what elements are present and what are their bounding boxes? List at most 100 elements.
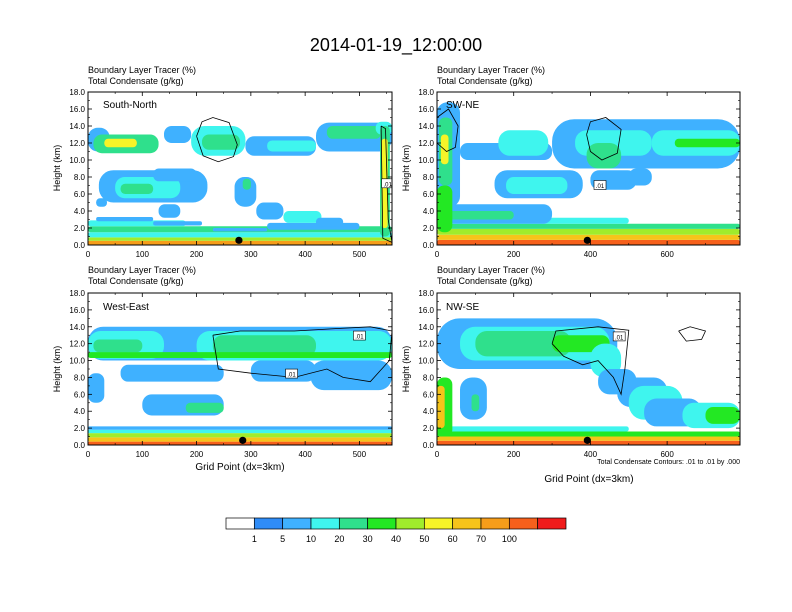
- contour-line: [212, 326, 392, 383]
- y-tick-label: 6.0: [423, 390, 435, 399]
- x-axis-label: Grid Point (dx=3km): [195, 462, 284, 473]
- x-tick-label: 400: [298, 450, 312, 459]
- x-tick-label: 100: [136, 450, 150, 459]
- y-tick-label: 16.0: [418, 306, 434, 315]
- contour-line: [437, 108, 459, 152]
- condensate-contours: .01 .01: [212, 326, 392, 383]
- colorbar-swatch: [310, 517, 340, 530]
- cloud-field: [437, 102, 740, 245]
- panel-label: SW-NE: [446, 100, 479, 111]
- y-tick-label: 0.0: [423, 441, 435, 450]
- x-tick-label: 0: [86, 450, 91, 459]
- contour-line: [196, 117, 238, 163]
- y-axis-label: Height (km): [401, 145, 411, 192]
- cloud-cell: [448, 211, 514, 220]
- y-tick-label: 6.0: [423, 190, 435, 199]
- cloud-cell: [475, 331, 572, 357]
- colorbar-swatch: [423, 517, 454, 530]
- location-marker: [583, 436, 591, 444]
- y-tick-label: 12.0: [69, 340, 85, 349]
- y-tick-label: 8.0: [423, 173, 435, 182]
- x-tick-label: 200: [190, 250, 204, 259]
- cloud-cell: [88, 441, 392, 445]
- cloud-cell: [202, 134, 240, 150]
- cloud-cell: [120, 183, 154, 194]
- x-tick-label: 100: [136, 250, 150, 259]
- colorbar-label: 60: [448, 534, 458, 544]
- panel-subtitle-1: Boundary Layer Tracer (%): [88, 65, 196, 75]
- y-tick-label: 4.0: [423, 407, 435, 416]
- cloud-cell: [185, 402, 224, 413]
- cloud-cell: [153, 221, 202, 226]
- cloud-cell: [164, 126, 192, 143]
- panel-label: NW-SE: [446, 302, 479, 313]
- colorbar-label: 10: [306, 534, 316, 544]
- location-marker: [583, 236, 591, 244]
- cloud-cell: [437, 426, 629, 432]
- cloud-cell: [267, 222, 360, 230]
- panel-sw-ne: Boundary Layer Tracer (%) Total Condensa…: [401, 65, 741, 259]
- cloud-cell: [153, 168, 197, 182]
- y-tick-label: 2.0: [74, 424, 86, 433]
- colorbar-label: 20: [334, 534, 344, 544]
- cloud-cell: [437, 223, 740, 229]
- x-tick-label: 600: [660, 250, 674, 259]
- cloud-cell: [88, 232, 392, 238]
- y-tick-label: 12.0: [418, 340, 434, 349]
- svg-text:.01: .01: [383, 182, 392, 188]
- x-tick-label: 500: [353, 250, 367, 259]
- y-tick-label: 6.0: [74, 190, 86, 199]
- panel-south-north: Boundary Layer Tracer (%) Total Condensa…: [52, 65, 393, 259]
- y-tick-label: 10.0: [418, 156, 434, 165]
- colorbar-swatch: [282, 517, 312, 530]
- svg-text:.01: .01: [615, 335, 624, 341]
- colorbar-label: 50: [419, 534, 429, 544]
- y-tick-label: 16.0: [69, 105, 85, 114]
- y-tick-label: 8.0: [423, 373, 435, 382]
- x-tick-label: 400: [298, 250, 312, 259]
- cloud-cell: [437, 431, 740, 437]
- y-tick-label: 14.0: [69, 122, 85, 131]
- cloud-cell: [250, 360, 316, 382]
- condensate-contours: .01: [196, 117, 392, 243]
- contour-line: [586, 117, 622, 161]
- colorbar-swatch: [367, 517, 397, 530]
- x-tick-label: 200: [190, 450, 204, 459]
- cloud-cell: [437, 185, 453, 233]
- y-tick-label: 10.0: [418, 357, 434, 366]
- colorbar-swatch: [508, 517, 539, 530]
- y-tick-label: 14.0: [69, 323, 85, 332]
- cloud-cell: [96, 216, 154, 222]
- x-tick-label: 300: [244, 450, 258, 459]
- contour-line: [678, 326, 707, 342]
- y-tick-label: 4.0: [74, 407, 86, 416]
- panel-subtitle-2: Total Condensate (g/kg): [437, 76, 533, 86]
- svg-text:.01: .01: [355, 335, 364, 341]
- cloud-cell: [628, 168, 652, 186]
- panel-subtitle-2: Total Condensate (g/kg): [88, 276, 184, 286]
- colorbar-label: 5: [280, 534, 285, 544]
- y-tick-label: 2.0: [74, 224, 86, 233]
- cloud-cell: [471, 394, 480, 412]
- cloud-cell: [437, 228, 740, 235]
- panel-label: South-North: [103, 100, 157, 111]
- cloud-cell: [283, 211, 322, 223]
- contour-line: [380, 125, 392, 243]
- condensate-contours: .01: [437, 108, 622, 190]
- panel-subtitle-2: Total Condensate (g/kg): [437, 276, 533, 286]
- y-tick-label: 18.0: [69, 88, 85, 97]
- y-tick-label: 16.0: [69, 306, 85, 315]
- colorbar-swatch: [225, 517, 255, 530]
- panel-nw-se: Boundary Layer Tracer (%) Total Condensa…: [401, 265, 741, 485]
- y-tick-label: 0.0: [423, 241, 435, 250]
- panel-west-east: Boundary Layer Tracer (%) Total Condensa…: [52, 265, 393, 473]
- y-tick-label: 4.0: [74, 207, 86, 216]
- y-tick-label: 6.0: [74, 390, 86, 399]
- cloud-cell: [88, 433, 392, 438]
- contour-label: .01: [593, 180, 607, 190]
- cloud-cell: [586, 143, 622, 169]
- colorbar-label: 70: [476, 534, 486, 544]
- y-axis-label: Height (km): [52, 346, 62, 393]
- cloud-cell: [310, 360, 392, 391]
- location-marker: [239, 436, 247, 444]
